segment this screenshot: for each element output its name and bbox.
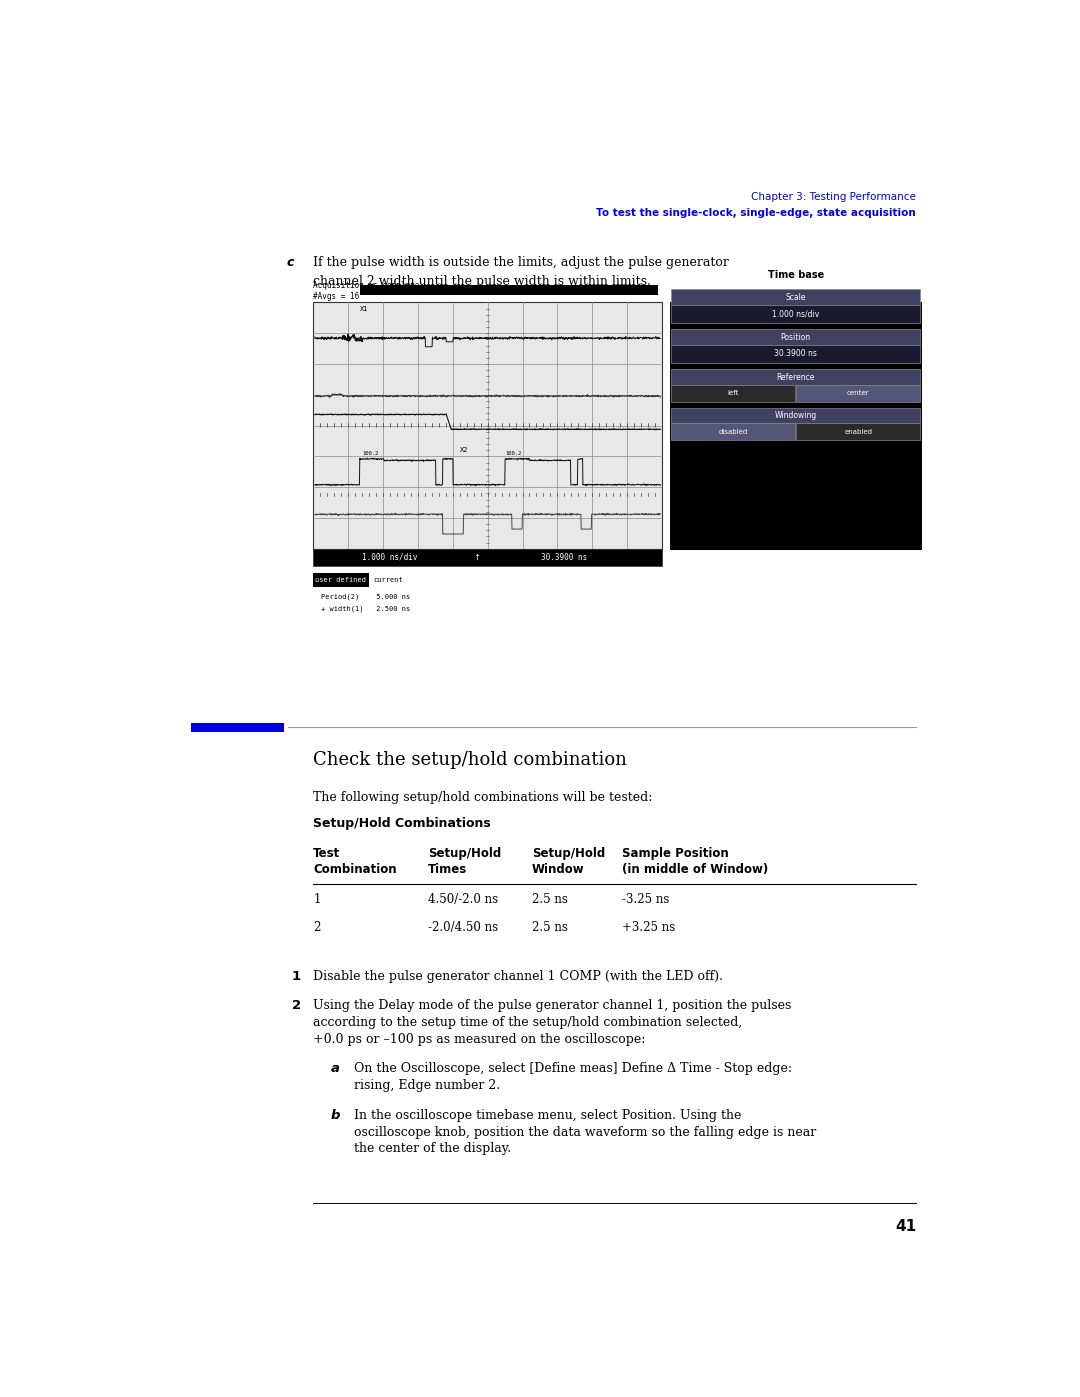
Text: X1: X1 <box>360 306 368 313</box>
Text: Check the setup/hold combination: Check the setup/hold combination <box>313 750 627 768</box>
Text: -2.0/4.50 ns: -2.0/4.50 ns <box>428 922 498 935</box>
Text: rising, Edge number 2.: rising, Edge number 2. <box>353 1080 500 1092</box>
Text: Windowing: Windowing <box>774 411 816 420</box>
Text: 100.2: 100.2 <box>362 451 378 457</box>
Bar <box>313 549 662 566</box>
Text: ↑: ↑ <box>474 553 481 562</box>
Bar <box>672 423 795 440</box>
Text: If the pulse width is outside the limits, adjust the pulse generator: If the pulse width is outside the limits… <box>313 256 729 270</box>
Text: disabled: disabled <box>718 429 747 434</box>
Text: left: left <box>728 390 739 397</box>
Bar <box>672 369 920 384</box>
Text: 1: 1 <box>313 893 321 907</box>
Text: Test: Test <box>313 847 340 859</box>
Text: In the oscilloscope timebase menu, select Position. Using the: In the oscilloscope timebase menu, selec… <box>353 1109 741 1122</box>
Text: 30.3900 ns: 30.3900 ns <box>774 349 818 359</box>
Text: 1: 1 <box>292 970 300 983</box>
Text: +3.25 ns: +3.25 ns <box>622 922 675 935</box>
Text: Chapter 3: Testing Performance: Chapter 3: Testing Performance <box>752 193 916 203</box>
Text: center: center <box>847 390 869 397</box>
Bar <box>796 384 920 402</box>
Text: 2.5 ns: 2.5 ns <box>531 893 568 907</box>
Bar <box>672 345 920 363</box>
Bar <box>360 285 658 295</box>
Bar <box>313 573 369 587</box>
Text: Acquisition is complete: Acquisition is complete <box>313 281 420 289</box>
Text: 41: 41 <box>895 1218 916 1234</box>
Text: 1.000 ns/div: 1.000 ns/div <box>362 553 418 562</box>
Text: X2: X2 <box>460 447 469 453</box>
Text: Using the Delay mode of the pulse generator channel 1, position the pulses: Using the Delay mode of the pulse genera… <box>313 999 792 1013</box>
Bar <box>191 724 284 732</box>
Text: -3.25 ns: -3.25 ns <box>622 893 670 907</box>
Text: Scale: Scale <box>785 292 806 302</box>
Text: Disable the pulse generator channel 1 COMP (with the LED off).: Disable the pulse generator channel 1 CO… <box>313 970 724 983</box>
Text: enabled: enabled <box>845 429 873 434</box>
Text: 30.3900 ns: 30.3900 ns <box>541 553 588 562</box>
Text: according to the setup time of the setup/hold combination selected,: according to the setup time of the setup… <box>313 1016 743 1030</box>
Text: The following setup/hold combinations will be tested:: The following setup/hold combinations wi… <box>313 791 652 803</box>
Bar <box>672 330 920 345</box>
Text: Position: Position <box>781 332 811 341</box>
Text: current: current <box>374 577 404 583</box>
Text: Combination: Combination <box>313 863 396 876</box>
Text: 1.000 ns/div: 1.000 ns/div <box>772 310 820 319</box>
Text: 2: 2 <box>292 999 300 1013</box>
Text: Times: Times <box>428 863 468 876</box>
Text: 2.5 ns: 2.5 ns <box>531 922 568 935</box>
Text: oscilloscope knob, position the data waveform so the falling edge is near: oscilloscope knob, position the data wav… <box>353 1126 815 1139</box>
Text: 4.50/-2.0 ns: 4.50/-2.0 ns <box>428 893 498 907</box>
Text: a: a <box>330 1062 339 1076</box>
Text: the center of the display.: the center of the display. <box>353 1143 511 1155</box>
Bar <box>313 302 662 549</box>
Bar <box>672 289 920 305</box>
Text: Setup/Hold Combinations: Setup/Hold Combinations <box>313 817 491 830</box>
Text: Time base: Time base <box>768 270 824 279</box>
Bar <box>672 408 920 423</box>
Text: b: b <box>330 1109 340 1122</box>
Text: #Avgs = 16: #Avgs = 16 <box>313 292 360 300</box>
Text: (in middle of Window): (in middle of Window) <box>622 863 768 876</box>
Bar <box>672 384 795 402</box>
Text: +0.0 ps or –100 ps as measured on the oscilloscope:: +0.0 ps or –100 ps as measured on the os… <box>313 1034 646 1046</box>
Text: c: c <box>286 256 294 270</box>
Text: On the Oscilloscope, select [Define meas] Define Δ Time - Stop edge:: On the Oscilloscope, select [Define meas… <box>353 1062 792 1076</box>
Text: Setup/Hold: Setup/Hold <box>531 847 605 859</box>
Text: Period(2)    5.000 ns: Period(2) 5.000 ns <box>321 594 410 599</box>
Bar <box>670 302 921 549</box>
Text: + width(1)   2.500 ns: + width(1) 2.500 ns <box>321 606 410 612</box>
Text: To test the single-clock, single-edge, state acquisition: To test the single-clock, single-edge, s… <box>596 208 916 218</box>
Text: channel 2 width until the pulse width is within limits.: channel 2 width until the pulse width is… <box>313 275 651 288</box>
Text: Reference: Reference <box>777 373 815 381</box>
Bar <box>672 305 920 323</box>
Text: Sample Position: Sample Position <box>622 847 728 859</box>
Text: Setup/Hold: Setup/Hold <box>428 847 501 859</box>
Bar <box>796 423 920 440</box>
Text: user defined: user defined <box>314 577 366 583</box>
Text: Window: Window <box>531 863 584 876</box>
Text: 100.2: 100.2 <box>505 451 522 457</box>
Text: 2: 2 <box>313 922 321 935</box>
